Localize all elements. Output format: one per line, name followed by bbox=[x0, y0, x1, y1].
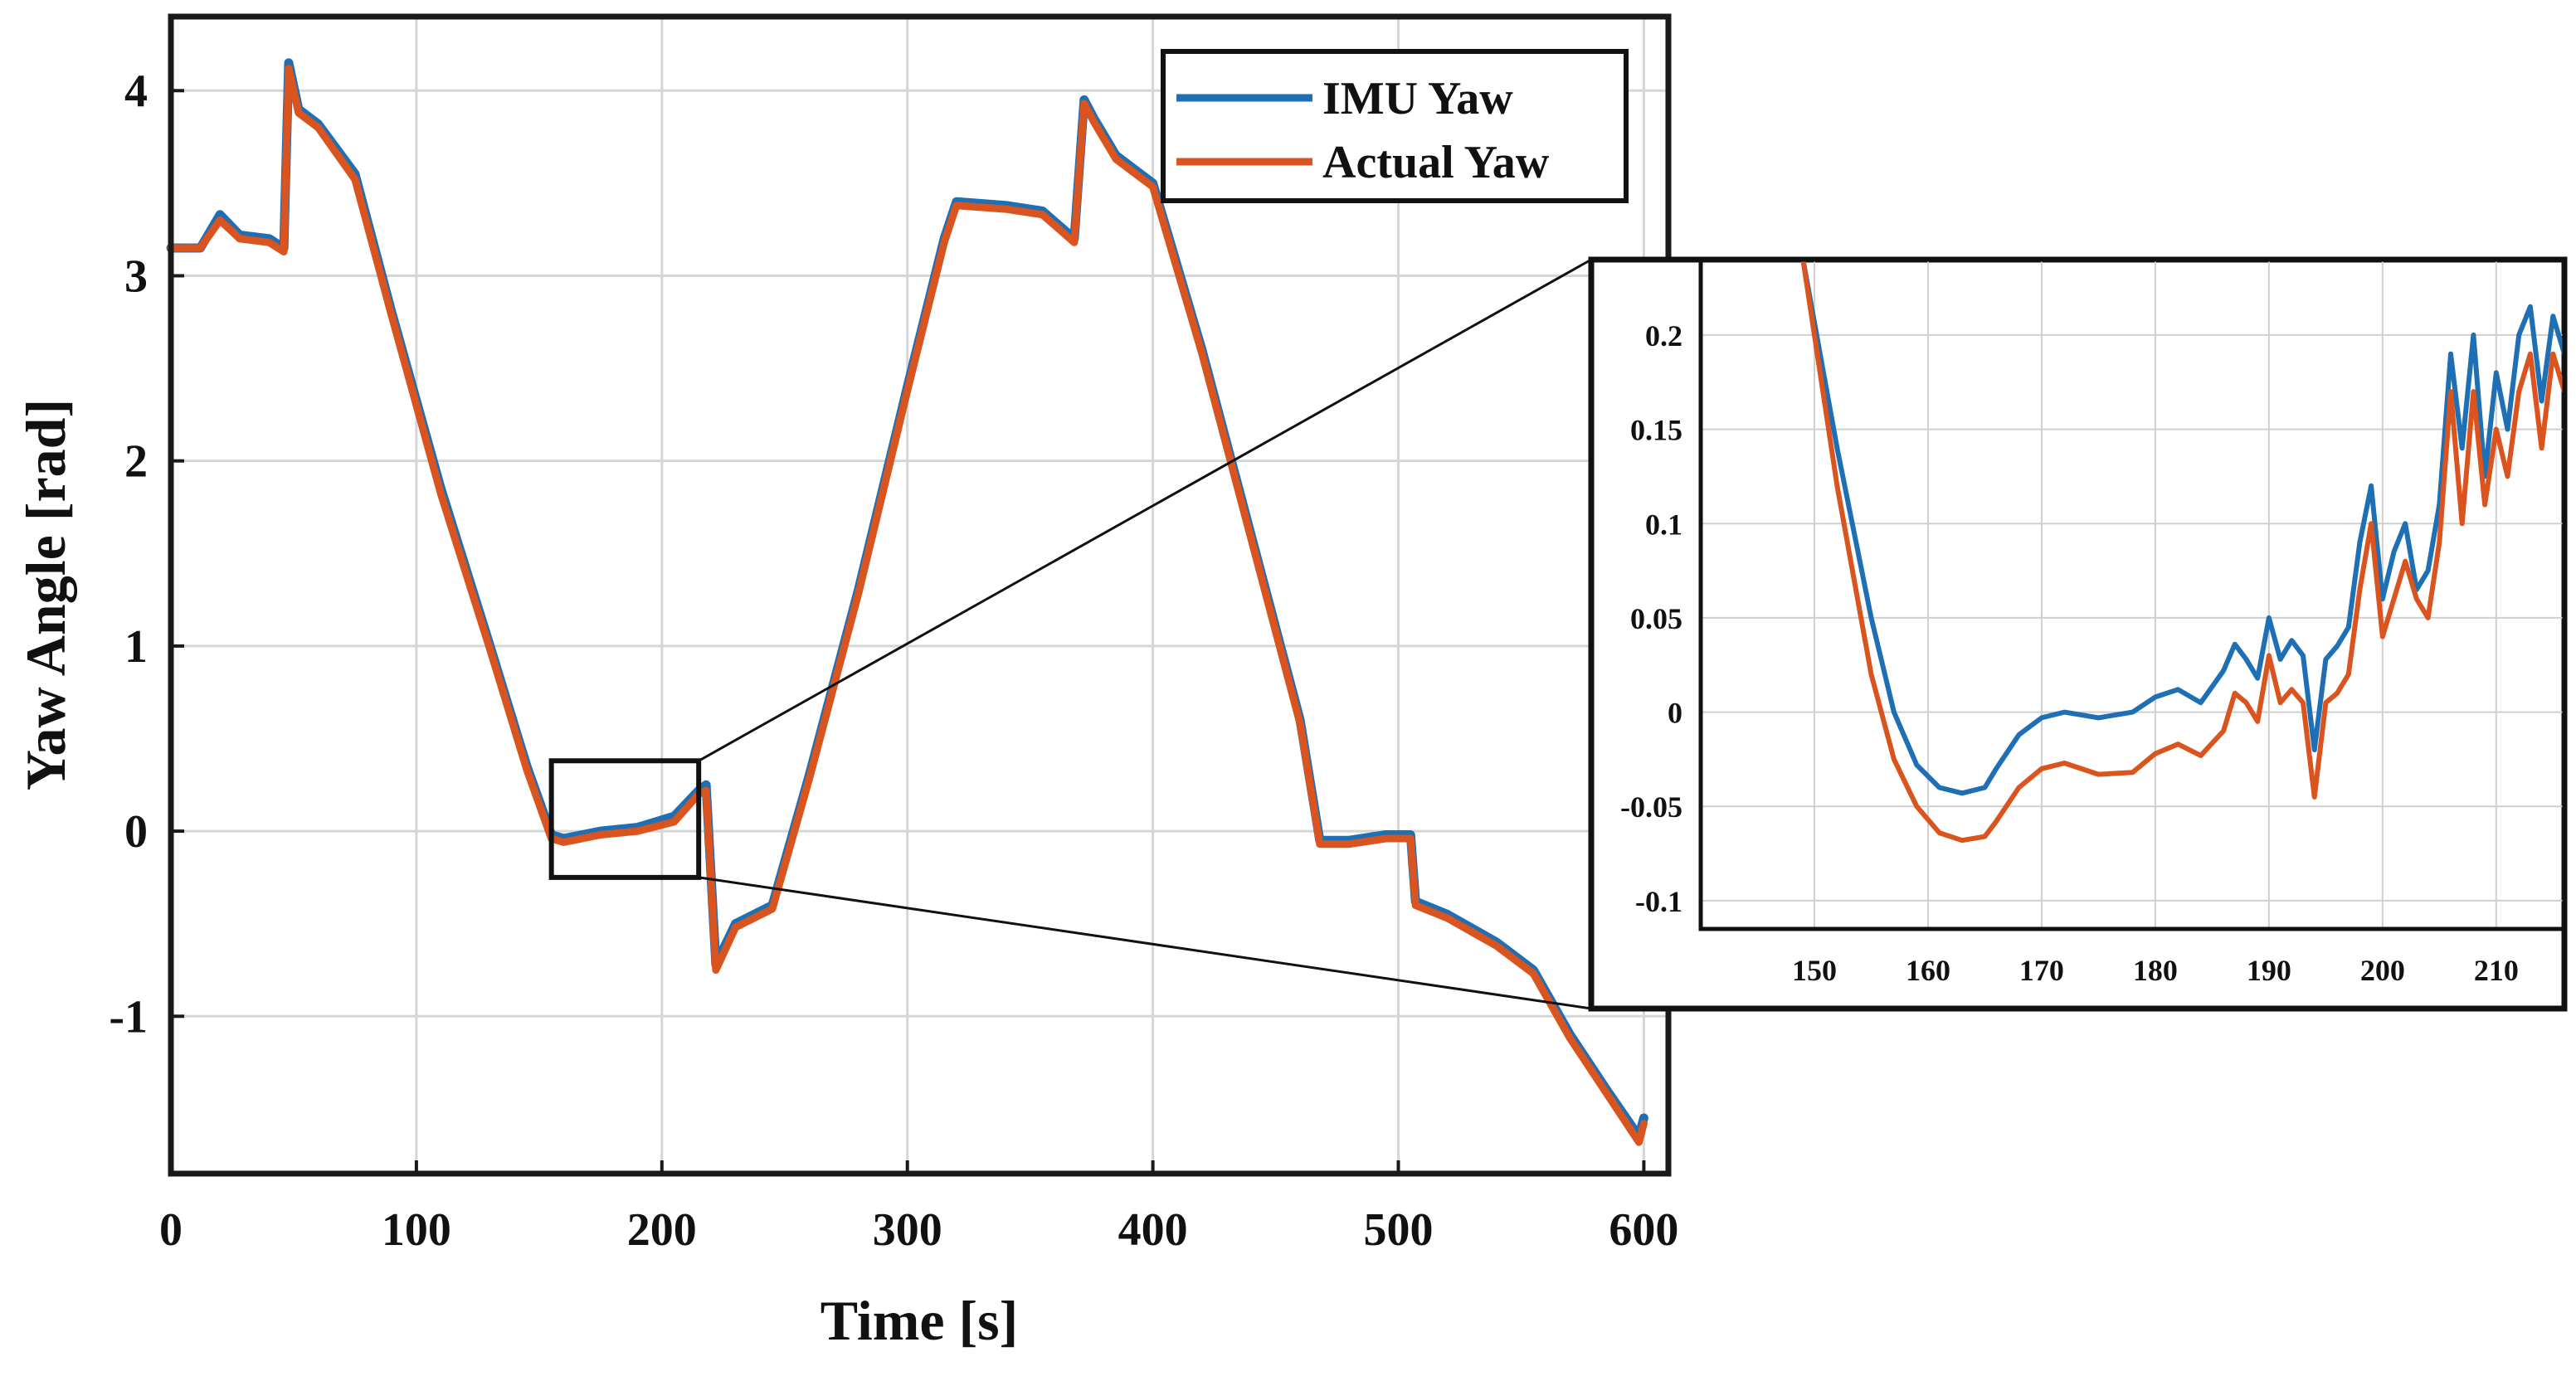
y-axis-label: Yaw Angle [rad] bbox=[14, 399, 77, 790]
inset-x-tick-label-150: 150 bbox=[1792, 954, 1837, 987]
inset-y-tick-label-0-2: 0.2 bbox=[1645, 319, 1682, 353]
y-tick-label-1: 1 bbox=[124, 621, 148, 673]
y-tick-label-0: 0 bbox=[124, 806, 148, 858]
inset-y-tick-label-0: 0 bbox=[1668, 697, 1682, 730]
main-chart: 0 100 200 300 400 500 600 -1 0 1 2 3 4 Time [s] Yaw… bbox=[14, 13, 1678, 1352]
inset-x-tick-label-190: 190 bbox=[2247, 954, 2291, 987]
main-lines bbox=[166, 58, 1648, 1146]
inset-y-tick-label-0-15: 0.15 bbox=[1630, 414, 1682, 447]
inset-x-tick-label-210: 210 bbox=[2474, 954, 2519, 987]
inset-lines bbox=[1800, 260, 2564, 844]
x-tick-label-500: 500 bbox=[1364, 1204, 1434, 1256]
x-tick-label-100: 100 bbox=[382, 1204, 451, 1256]
inset-x-tick-label-160: 160 bbox=[1906, 954, 1950, 987]
series-line-actual-yaw bbox=[167, 65, 1648, 1146]
zoom-connector-top bbox=[698, 258, 1592, 762]
inset-series-line-imu-yaw bbox=[1800, 260, 2564, 796]
inset-x-tick-label-200: 200 bbox=[2360, 954, 2405, 987]
x-axis-label: Time [s] bbox=[821, 1289, 1019, 1352]
main-plot-area bbox=[171, 17, 1668, 1174]
legend-box bbox=[1161, 49, 1629, 203]
main-ytick-labels: -1 0 1 2 3 4 bbox=[109, 66, 148, 1043]
x-tick-label-200: 200 bbox=[627, 1204, 697, 1256]
inset-y-tick-label-0-1: 0.1 bbox=[1645, 508, 1682, 541]
legend-label-actual-yaw: Actual Yaw bbox=[1322, 137, 1550, 188]
inset-x-tick-label-170: 170 bbox=[2019, 954, 2064, 987]
x-tick-label-0: 0 bbox=[159, 1204, 183, 1256]
main-grid bbox=[169, 17, 1668, 1174]
y-tick-label-3: 3 bbox=[124, 250, 148, 302]
inset-series-line-actual-yaw bbox=[1800, 260, 2564, 844]
x-tick-label-400: 400 bbox=[1118, 1204, 1188, 1256]
zoom-box-rect bbox=[548, 758, 702, 880]
main-ticks bbox=[169, 89, 1646, 1174]
legend-label-imu-yaw: IMU Yaw bbox=[1322, 73, 1513, 124]
zoom-box bbox=[548, 258, 1592, 1010]
y-tick-label-1: -1 bbox=[109, 991, 148, 1043]
y-tick-label-4: 4 bbox=[124, 66, 148, 117]
inset-y-tick-label-0-05: -0.05 bbox=[1620, 790, 1682, 824]
inset-y-tick-label-0-1: -0.1 bbox=[1635, 885, 1682, 918]
inset-xtick-labels: 150 160 170 180 190 200 210 bbox=[1792, 954, 2519, 987]
y-tick-label-2: 2 bbox=[124, 436, 148, 488]
inset-chart: 150 160 170 180 190 200 210 -0.1 -0.05 0 0.05 0.1 0… bbox=[1588, 256, 2568, 1012]
x-tick-label-300: 300 bbox=[873, 1204, 942, 1256]
inset-background bbox=[1588, 256, 2568, 1012]
inset-plot-frame bbox=[1698, 257, 2567, 931]
zoom-connector-bottom bbox=[698, 876, 1592, 1010]
inset-y-tick-label-0-05: 0.05 bbox=[1630, 602, 1682, 635]
inset-ytick-labels: -0.1 -0.05 0 0.05 0.1 0.15 0.2 bbox=[1620, 319, 1682, 918]
x-tick-label-600: 600 bbox=[1609, 1204, 1678, 1256]
legend: IMU Yaw Actual Yaw bbox=[1161, 49, 1629, 203]
inset-x-tick-label-180: 180 bbox=[2133, 954, 2178, 987]
main-xtick-labels: 0 100 200 300 400 500 600 bbox=[159, 1204, 1678, 1256]
